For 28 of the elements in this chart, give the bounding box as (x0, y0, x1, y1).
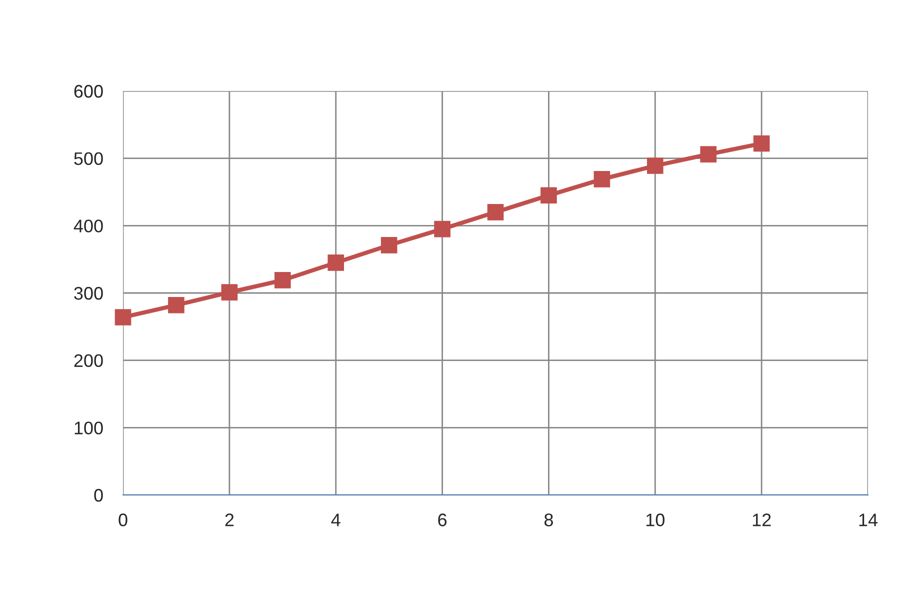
point (434, 220, 450, 238)
x-tick-label: 0 (118, 514, 128, 526)
x-tick-label: 10 (646, 514, 664, 526)
y-tick-label: 600 (74, 84, 103, 98)
x-tick-label: 12 (752, 514, 771, 526)
x-tick-label: 8 (544, 514, 553, 526)
y-tick-label: 400 (74, 220, 103, 232)
point (594, 171, 610, 188)
y-tick-label: 500 (74, 152, 103, 166)
point (753, 135, 770, 152)
point (274, 272, 291, 288)
y-tick-label: 300 (74, 286, 103, 300)
point (168, 296, 184, 314)
point (540, 187, 557, 204)
point (487, 204, 504, 220)
x-tick-label: 4 (331, 514, 340, 526)
point (380, 237, 398, 254)
x-tick-label: 2 (225, 514, 234, 526)
point (646, 158, 664, 174)
y-tick-label: 100 (74, 422, 103, 434)
point (221, 284, 238, 300)
y-tick-label: 0 (94, 488, 103, 502)
y-tick-label: 200 (74, 354, 103, 368)
point (328, 254, 344, 271)
point (114, 309, 132, 326)
point (700, 146, 717, 162)
x-tick-label: 6 (438, 514, 447, 526)
x-tick-label: 14 (859, 514, 878, 526)
